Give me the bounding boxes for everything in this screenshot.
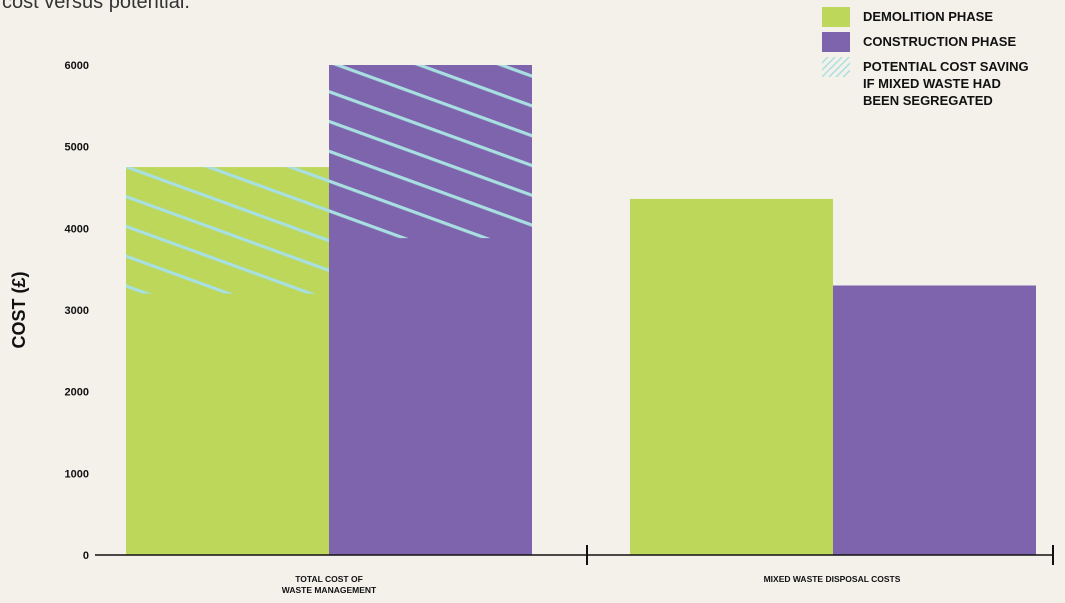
- legend-label-hatch-line-2: IF MIXED WASTE HAD: [863, 76, 1001, 91]
- category-label-1-line-2: WASTE MANAGEMENT: [282, 585, 377, 595]
- category-label-1-line-1: TOTAL COST OF: [295, 574, 363, 584]
- y-tick-label-3000: 3000: [65, 305, 89, 317]
- y-tick-label-4000: 4000: [65, 223, 89, 235]
- legend-label-hatch-line-3: BEEN SEGREGATED: [863, 93, 993, 108]
- legend-label-construction-line-1: CONSTRUCTION PHASE: [863, 34, 1016, 49]
- bar-demolition-2: [630, 198, 833, 555]
- y-tick-label-6000: 6000: [65, 60, 89, 72]
- y-tick-label-5000: 5000: [65, 142, 89, 154]
- legend-swatch-hatch: [822, 57, 850, 77]
- bar-demolition-1-potential-saving: [126, 167, 329, 294]
- legend-label-hatch-line-1: POTENTIAL COST SAVING: [863, 59, 1029, 74]
- y-tick-label-0: 0: [83, 550, 89, 562]
- bar-construction-1-potential-saving: [329, 65, 532, 239]
- y-tick-label-1000: 1000: [65, 468, 89, 480]
- legend-label-demolition-line-1: DEMOLITION PHASE: [863, 9, 993, 24]
- bar-construction-2: [833, 285, 1036, 555]
- category-label-2-line-1: MIXED WASTE DISPOSAL COSTS: [764, 574, 901, 584]
- legend-swatch-construction: [822, 32, 850, 52]
- legend-swatch-demolition: [822, 7, 850, 27]
- chart-caption: cost versus potential.: [2, 0, 190, 13]
- y-axis-label: COST (£): [9, 271, 29, 348]
- y-tick-label-2000: 2000: [65, 387, 89, 399]
